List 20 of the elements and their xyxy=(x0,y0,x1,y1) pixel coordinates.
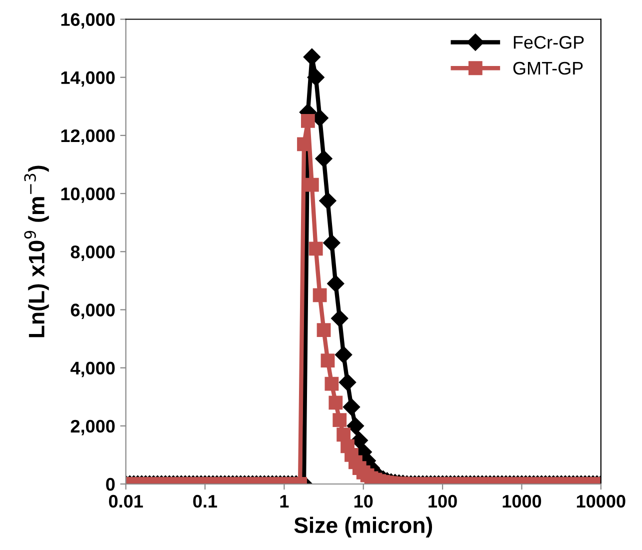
x-axis-title: Size (micron) xyxy=(294,516,432,538)
y-tick-label: 4,000 xyxy=(70,362,115,378)
y-tick-label: 10,000 xyxy=(61,187,115,203)
y-tick-label: 2,000 xyxy=(70,420,115,436)
y-axis-title: Ln(L) x10$^{9}$ (m$^{−3}$) xyxy=(24,166,49,338)
x-tick-label: 1000 xyxy=(502,494,542,508)
y-tick-label: 12,000 xyxy=(61,129,115,145)
y-tick-label: 6,000 xyxy=(70,304,115,320)
y-tick-label: 14,000 xyxy=(61,71,115,87)
x-tick-label: 10000 xyxy=(576,494,626,508)
y-tick-label: 0 xyxy=(106,478,115,491)
legend-label: FeCr-GP xyxy=(514,36,584,49)
y-tick-label: 16,000 xyxy=(61,13,115,29)
legend-label: GMT-GP xyxy=(513,62,583,75)
x-tick-label: 100 xyxy=(428,494,457,508)
x-tick-label: 1 xyxy=(280,495,289,508)
x-tick-label: 10 xyxy=(354,494,373,508)
x-tick-label: 0.1 xyxy=(193,494,218,508)
x-tick-label: 0.01 xyxy=(108,494,143,508)
y-tick-label: 8,000 xyxy=(70,246,115,261)
